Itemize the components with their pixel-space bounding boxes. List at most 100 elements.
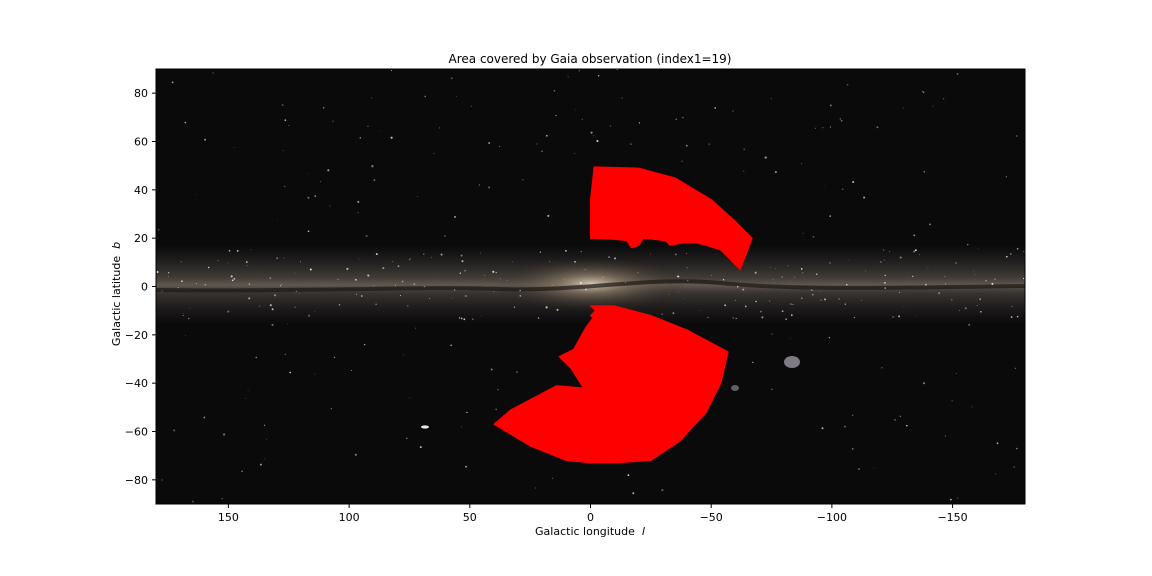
background-star (266, 438, 267, 440)
background-star (423, 285, 426, 288)
background-star (438, 127, 441, 129)
background-star (276, 257, 278, 259)
background-star (545, 134, 548, 137)
background-star (314, 195, 317, 197)
background-star (400, 295, 402, 296)
background-star (472, 318, 474, 320)
background-star (470, 105, 472, 107)
background-star (363, 343, 366, 346)
background-star (288, 124, 290, 126)
background-star (770, 388, 773, 391)
background-star (724, 304, 726, 307)
background-star (1011, 305, 1013, 307)
background-star (955, 262, 957, 264)
background-star (771, 333, 773, 335)
background-star (332, 120, 334, 122)
background-star (922, 91, 925, 94)
background-star (551, 284, 553, 286)
background-star (519, 295, 522, 297)
background-star (417, 196, 418, 198)
background-star (284, 185, 286, 187)
galactic-bulge (496, 256, 686, 312)
background-star (365, 234, 368, 238)
background-star (277, 220, 278, 221)
background-star (279, 285, 282, 287)
background-star (173, 429, 176, 432)
background-star (734, 299, 736, 302)
background-star (409, 259, 411, 261)
background-star (686, 279, 689, 282)
background-star (822, 127, 824, 129)
background-star (844, 303, 846, 305)
background-star (354, 278, 357, 281)
background-star (944, 283, 946, 285)
background-star (800, 267, 803, 270)
background-star (171, 81, 174, 84)
background-star (460, 317, 463, 320)
background-star (632, 492, 635, 495)
background-star (204, 138, 207, 141)
background-star (915, 315, 916, 316)
background-star (464, 295, 467, 297)
background-star (357, 212, 359, 214)
background-star (355, 293, 357, 295)
x-tick-label: −100 (817, 511, 847, 524)
background-star (914, 249, 917, 252)
background-star (650, 253, 651, 255)
background-star (258, 305, 261, 307)
background-star (824, 185, 826, 187)
background-star (358, 258, 360, 260)
background-star (919, 254, 921, 256)
background-star (846, 83, 849, 86)
background-star (958, 309, 961, 312)
background-star (899, 292, 901, 294)
background-star (450, 344, 452, 346)
background-star (883, 281, 886, 284)
background-star (686, 252, 687, 254)
background-star (375, 303, 377, 305)
background-star (677, 275, 680, 278)
background-star (851, 414, 854, 417)
background-star (227, 262, 229, 264)
background-star (314, 311, 316, 313)
background-star (740, 281, 741, 283)
background-star (574, 260, 576, 263)
background-star (245, 261, 248, 263)
background-star (348, 299, 350, 301)
background-star (824, 298, 826, 301)
background-star (598, 75, 600, 77)
background-star (980, 310, 982, 313)
background-star (991, 282, 994, 285)
background-star (585, 288, 587, 291)
background-star (602, 294, 604, 296)
background-star (484, 274, 486, 276)
background-star (264, 458, 266, 460)
background-star (884, 274, 886, 277)
background-star (284, 353, 287, 356)
background-star (579, 281, 582, 284)
background-star (294, 306, 297, 309)
background-star (539, 251, 542, 253)
background-star (668, 293, 670, 295)
background-star (760, 310, 762, 313)
background-star (913, 250, 916, 253)
background-star (801, 272, 804, 274)
background-star (672, 312, 675, 314)
background-star (346, 267, 349, 270)
background-star (852, 180, 855, 184)
background-star (490, 368, 493, 371)
background-star (609, 125, 612, 127)
background-star (241, 470, 243, 472)
background-star (736, 285, 739, 288)
background-star (898, 315, 901, 318)
background-star (1015, 135, 1018, 137)
y-axis-symbol: b (110, 242, 123, 249)
background-star (602, 276, 604, 278)
background-star (581, 118, 583, 120)
background-star (495, 408, 497, 411)
background-star (564, 278, 566, 280)
background-star (458, 317, 461, 319)
background-star (259, 463, 262, 466)
background-star (865, 270, 866, 272)
